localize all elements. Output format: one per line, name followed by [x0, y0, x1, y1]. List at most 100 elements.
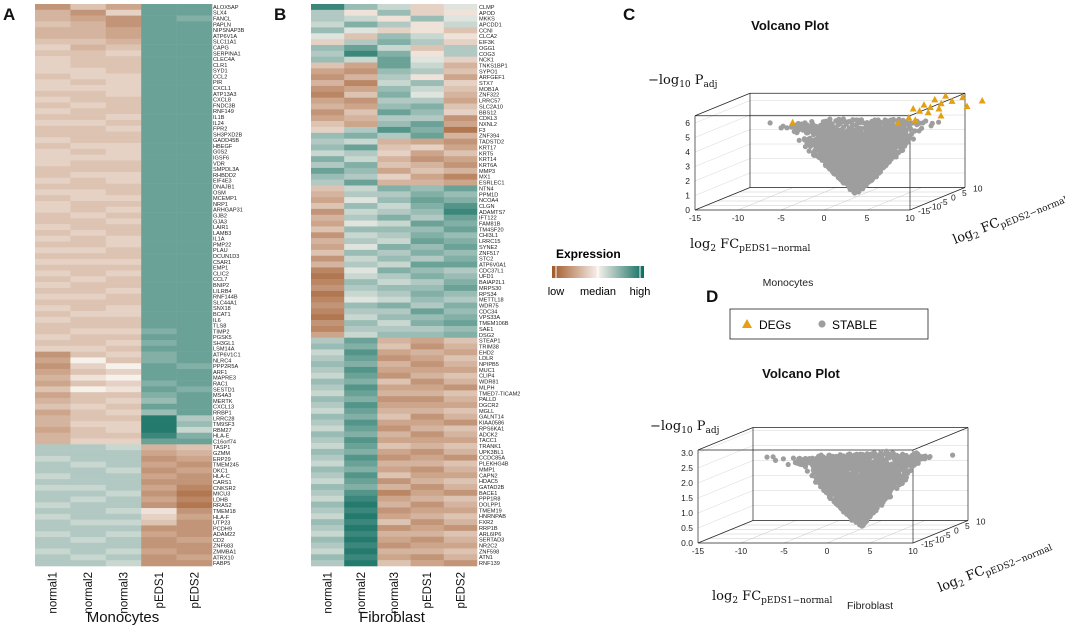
stable-point [883, 451, 889, 457]
heatmap-cell [70, 119, 107, 126]
heatmap-cell [35, 473, 71, 480]
heatmap-cell [105, 421, 142, 428]
heatmap-cell [70, 293, 107, 300]
heatmap-cell [105, 67, 142, 74]
heatmap-cell [443, 132, 478, 139]
column-label: pEDS1 [154, 572, 166, 608]
heatmap-cell [35, 316, 71, 323]
heatmap-cell [311, 495, 345, 502]
heatmap-cell [443, 466, 478, 473]
heatmap-cell [344, 279, 378, 286]
heatmap-cell [70, 189, 107, 196]
heatmap-cell [311, 115, 345, 122]
heatmap-cell [70, 258, 107, 266]
row-label: RRP1B [479, 526, 498, 532]
row-label: HDAC5 [479, 479, 498, 485]
heatmap-cell [105, 56, 142, 63]
heatmap-cell [410, 126, 445, 134]
heatmap-cell [105, 247, 142, 254]
stable-point [814, 145, 821, 152]
row-label: ADAM22 [213, 532, 235, 538]
heatmap-cell [344, 85, 378, 93]
heatmap-cell [443, 121, 478, 128]
heatmap-cell [141, 9, 177, 16]
heatmap-cell [35, 15, 71, 22]
heatmap-cell [141, 50, 177, 57]
heatmap-cell [35, 229, 71, 237]
stable-point [900, 141, 907, 147]
heatmap-cell [70, 432, 107, 439]
heatmap-cell [344, 402, 378, 409]
heatmap-cell [344, 249, 378, 257]
heatmap-cell [344, 220, 378, 227]
heatmap-cell [344, 343, 378, 350]
heatmap-cell [105, 403, 142, 410]
heatmap-cell [377, 443, 411, 450]
heatmap-cell [35, 363, 71, 370]
heatmap-cell [141, 415, 177, 422]
heatmap-cell [410, 542, 445, 549]
heatmap-cell [443, 91, 478, 98]
heatmap-cell [105, 177, 142, 184]
heatmap-cell [141, 114, 177, 121]
heatmap-cell [410, 208, 445, 216]
row-label: EIF3K [479, 40, 495, 46]
heatmap-cell [377, 448, 411, 456]
heatmap-cell [443, 4, 478, 11]
heatmap-cell [410, 478, 445, 485]
volcano-c-points [767, 92, 986, 196]
heatmap-cell [70, 316, 107, 323]
heatmap-cell [141, 322, 177, 329]
heatmap-cell [70, 61, 107, 69]
heatmap-cell [176, 119, 213, 126]
heatmap-cell [443, 489, 478, 497]
stable-point [802, 137, 808, 143]
heatmap-cell [176, 102, 213, 109]
heatmap-cell [410, 156, 445, 163]
heatmap-cell [377, 44, 411, 52]
stable-point [859, 451, 866, 457]
heatmap-cell [311, 361, 345, 368]
stable-point [830, 164, 836, 171]
heatmap-cell [344, 226, 378, 233]
heatmap-cell [35, 247, 71, 254]
row-label: TMEM19 [479, 508, 502, 514]
row-label: ZNF394 [479, 134, 499, 140]
heatmap-cell [141, 525, 177, 532]
heatmap-cell [176, 21, 213, 28]
heatmap-cell [410, 349, 445, 356]
heatmap-cell [35, 432, 71, 439]
stable-point [788, 124, 795, 130]
heatmap-cell [377, 495, 411, 502]
heatmap-cell [443, 472, 478, 479]
row-label: IL1B [213, 115, 225, 121]
row-label: PLAU [213, 248, 228, 254]
row-label: TADSTD2 [479, 140, 504, 146]
heatmap-cell [70, 484, 107, 491]
row-label: HLA-F [213, 515, 230, 521]
heatmap-cell [70, 508, 107, 515]
heatmap-cell [377, 232, 411, 239]
box-edge [866, 187, 923, 211]
heatmap-cell [377, 343, 411, 350]
row-label: SAE1 [479, 327, 493, 333]
row-label: APCDD1 [479, 22, 502, 28]
heatmap-cell [410, 337, 445, 344]
box-edge [694, 143, 751, 167]
heatmap-cell [141, 258, 177, 266]
heatmap-cell [443, 9, 478, 16]
stable-point [840, 116, 847, 122]
heatmap-cell [176, 4, 213, 11]
heatmap-cell [377, 56, 411, 63]
heatmap-cell [35, 508, 71, 515]
heatmap-cell [410, 513, 445, 520]
heatmap-cell [311, 536, 345, 543]
heatmap-cell [105, 282, 142, 289]
row-label: CLGN [479, 204, 495, 210]
heatmap-cell [377, 372, 411, 379]
stable-point [890, 118, 896, 124]
heatmap-cell [176, 258, 213, 266]
heatmap-cell [176, 334, 213, 341]
heatmap-cell [176, 519, 213, 526]
heatmap-cell [35, 114, 71, 121]
